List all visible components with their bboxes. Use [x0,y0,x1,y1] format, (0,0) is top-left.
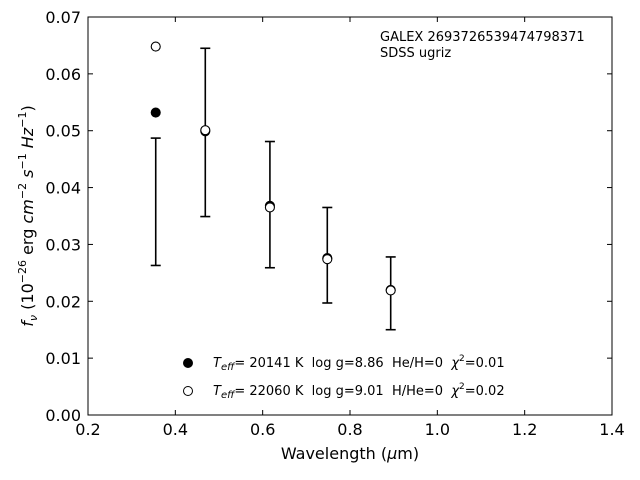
legend-entry-2-comp: H/He=0 [392,384,443,399]
legend-entry-2-logg: log g=9.01 [312,384,384,399]
annotation-line-1: GALEX 2693726539474798371 [380,30,585,45]
model-2-point [385,285,396,296]
y-tick-label: 0.02 [45,292,81,311]
legend: Teff= 20141 K log g=8.86 He/H=0 χ2=0.01 … [183,354,505,401]
y-tick-label: 0.06 [45,65,81,84]
model-2-point [322,254,333,265]
legend-entry-2: Teff= 22060 K log g=9.01 H/He=0 χ2=0.02 [213,382,505,401]
legend-marker-filled [183,358,193,368]
x-tick-label: 1.4 [599,420,624,439]
data-marks [150,41,396,331]
y-tick-label: 0.01 [45,349,81,368]
y-tick-label: 0.03 [45,235,81,254]
y-tick-label: 0.00 [45,406,81,425]
legend-entry-1: Teff= 20141 K log g=8.86 He/H=0 χ2=0.01 [213,354,505,373]
x-tick-label: 0.6 [250,420,275,439]
x-tick-label: 0.4 [163,420,188,439]
axis-ticks: 0.2 0.4 0.6 0.8 1.0 1.2 1.4 0.00 0.01 0.02 0.03 0.0… [45,8,624,439]
y-tick-label: 0.05 [45,122,81,141]
model-2-point [150,41,161,52]
y-tick-label: 0.04 [45,179,81,198]
legend-entry-2-teff: 22060 K [249,384,303,399]
x-tick-label: 1.0 [425,420,450,439]
legend-marker-open [183,386,193,396]
y-axis-label: fν (10−26 erg cm−2 s−1 Hz−1) [16,105,40,326]
annotation-line-2: SDSS ugriz [380,46,451,61]
y-tick-label: 0.07 [45,8,81,27]
legend-entry-1-comp: He/H=0 [392,356,443,371]
legend-entry-1-chi: =0.01 [465,356,505,371]
x-tick-label: 0.2 [75,420,100,439]
legend-entry-2-chi: =0.02 [465,384,505,399]
x-axis-label: Wavelength (μm) [281,444,419,463]
model-1-point [150,107,161,118]
model-2-point [200,125,211,136]
legend-entry-1-logg: log g=8.86 [312,356,384,371]
x-tick-label: 0.8 [337,420,362,439]
model-2-point [264,202,275,213]
legend-entry-1-teff: 20141 K [249,356,303,371]
x-tick-label: 1.2 [512,420,537,439]
